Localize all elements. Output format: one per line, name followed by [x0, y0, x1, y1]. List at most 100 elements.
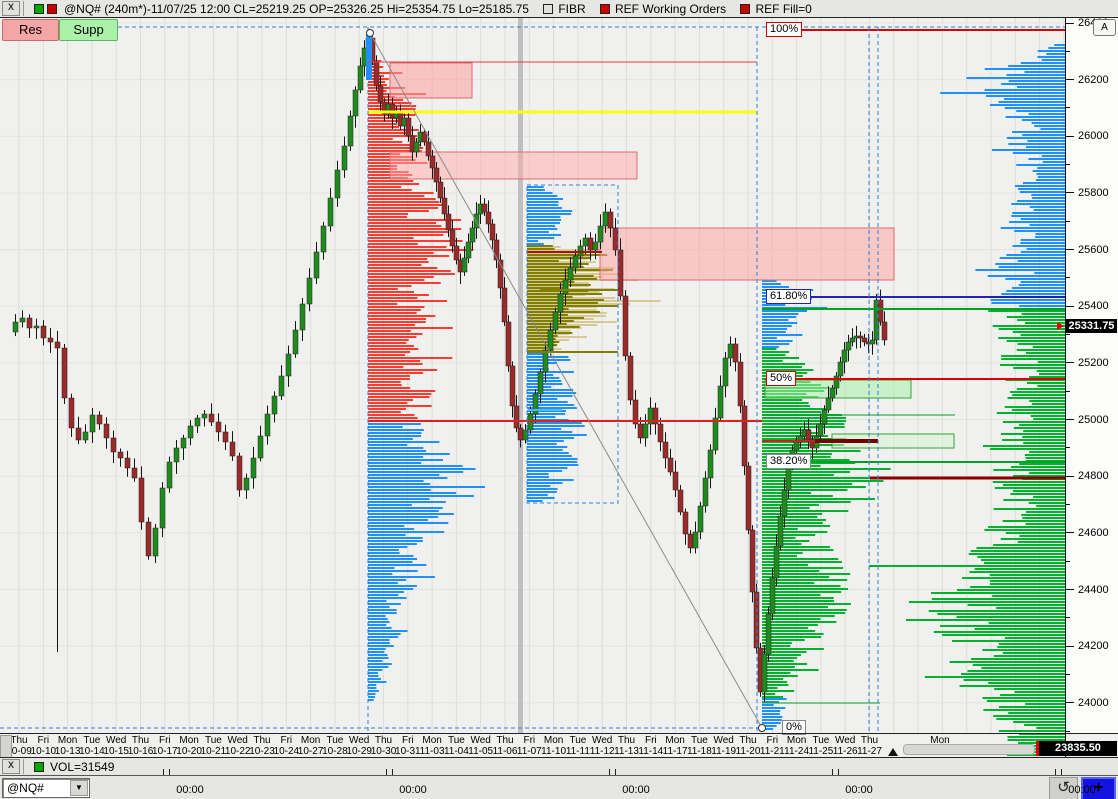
zoom-in-button[interactable]: +: [1081, 777, 1116, 799]
trendline-handle[interactable]: [758, 724, 766, 732]
price-axis[interactable]: [1065, 17, 1118, 733]
price-minor-tick: [1065, 50, 1070, 52]
date-axis-date: 11-12: [589, 746, 615, 757]
legend-fibr[interactable]: FIBR: [537, 2, 586, 16]
fib-level-label[interactable]: 50%: [766, 371, 797, 386]
date-axis-day: Mon: [930, 735, 950, 746]
fib-level-label[interactable]: 38.20%: [766, 454, 812, 469]
resistance-button[interactable]: Res: [2, 19, 59, 41]
date-axis-day: Tue: [204, 735, 222, 746]
date-axis-date: 11-11: [565, 746, 590, 757]
working-orders-swatch-icon: [599, 3, 610, 14]
price-tick: [1065, 135, 1074, 137]
price-minor-tick: [1065, 730, 1070, 732]
date-axis-day: Thu: [374, 735, 393, 746]
date-axis-day: Tue: [447, 735, 465, 746]
auto-scale-button[interactable]: A: [1093, 19, 1116, 36]
date-axis-date: 11-13: [614, 746, 639, 757]
date-axis-date: 10-29: [346, 746, 372, 757]
price-label: 24000: [1078, 696, 1109, 709]
date-axis-date: 11-06: [492, 746, 518, 757]
fib-level-label[interactable]: 100%: [766, 22, 803, 37]
time-axis-label: 00:00: [399, 784, 427, 796]
price-tick: [1065, 305, 1074, 307]
fib-trendline[interactable]: [369, 32, 763, 729]
resize-grip[interactable]: [0, 735, 12, 758]
date-axis-day: Fri: [766, 735, 779, 746]
price-label: 24200: [1078, 640, 1109, 653]
price-minor-tick: [1065, 560, 1070, 562]
date-axis-date: 10-13: [54, 746, 81, 757]
date-axis-date: 11-14: [638, 746, 664, 757]
date-axis-day: Wed: [348, 735, 370, 746]
price-tick: [1065, 362, 1074, 364]
legend-ref-fill[interactable]: REF Fill=0: [734, 2, 812, 16]
price-axis-border: [1065, 17, 1066, 757]
zone-rect: [389, 62, 473, 99]
date-axis-date: 11-19: [711, 746, 737, 757]
time-axis-tick: [1055, 769, 1056, 775]
price-minor-tick: [1065, 164, 1070, 166]
plot-status-icon: [47, 3, 57, 14]
date-axis-day: Mon: [786, 735, 807, 746]
price-minor-tick: [1065, 277, 1070, 279]
time-axis-tick: [392, 769, 393, 775]
chart-bottom-border: [0, 733, 1118, 734]
date-axis-day: Fri: [280, 735, 293, 746]
date-axis-date: 10-27: [297, 746, 324, 757]
date-axis-day: Wed: [591, 735, 613, 746]
time-axis-tick: [838, 769, 839, 775]
date-axis-day: Thu: [496, 735, 514, 746]
support-button[interactable]: Supp: [59, 19, 118, 41]
fibr-swatch-icon: [542, 3, 553, 14]
time-axis-tick: [1061, 769, 1062, 775]
fib-level-label[interactable]: 0%: [782, 720, 806, 735]
date-axis-date: 10-30: [370, 746, 397, 757]
date-axis-date: 10-20: [176, 746, 202, 757]
date-axis-day: Thu: [253, 735, 271, 746]
date-axis-day: Thu: [739, 735, 757, 746]
date-axis-date: 11-17: [662, 746, 688, 757]
refresh-button[interactable]: ↺: [1049, 777, 1078, 799]
date-axis-day: Tue: [326, 735, 344, 746]
price-minor-tick: [1065, 220, 1070, 222]
date-axis-date: 10-10: [30, 746, 57, 757]
last-price-arrow-icon: [1057, 322, 1064, 330]
price-label: 24400: [1078, 583, 1109, 596]
time-axis-label: 00:00: [176, 784, 204, 796]
replay-slider[interactable]: [903, 744, 1035, 755]
chevron-down-icon[interactable]: ▼: [70, 780, 88, 796]
date-axis-day: Wed: [227, 735, 248, 746]
date-axis-day: Mon: [179, 735, 199, 746]
close-volume-panel-button[interactable]: X: [2, 759, 20, 774]
date-axis-date: 11-04: [443, 746, 469, 757]
date-axis-date: 11-24: [784, 746, 810, 757]
close-chart-button[interactable]: X: [2, 1, 20, 16]
mid-profile-blue-top: [527, 186, 573, 245]
ref-fill-swatch-icon: [740, 3, 751, 14]
current-date-marker-icon: [888, 748, 898, 756]
date-axis-day: Fri: [523, 735, 536, 746]
date-axis-day: Mon: [300, 735, 321, 746]
far-right-profile-blue: [940, 44, 1065, 310]
symbol-combobox[interactable]: @NQ# ▼: [2, 778, 90, 798]
price-label: 26200: [1078, 73, 1109, 86]
date-axis-date: 11-18: [686, 746, 712, 757]
price-tick: [1065, 419, 1074, 421]
date-axis-date: 10-22: [224, 746, 251, 757]
fib-level-label[interactable]: 61.80%: [766, 289, 812, 304]
trendline-handle[interactable]: [366, 29, 374, 37]
date-axis-date: 10-24: [273, 746, 300, 757]
date-axis-date: 10-09: [6, 746, 32, 757]
price-minor-tick: [1065, 447, 1070, 449]
date-axis-date: 11-10: [541, 746, 567, 757]
legend-working-orders[interactable]: REF Working Orders: [594, 2, 726, 16]
date-axis-date: 11-25: [808, 746, 834, 757]
date-axis-day: Thu: [617, 735, 636, 746]
date-axis-day: Fri: [644, 735, 657, 746]
date-axis-day: Tue: [569, 735, 587, 746]
right-profile-blue-bottom: [762, 698, 787, 730]
date-axis-date: 10-17: [152, 746, 178, 757]
price-minor-tick: [1065, 673, 1070, 675]
